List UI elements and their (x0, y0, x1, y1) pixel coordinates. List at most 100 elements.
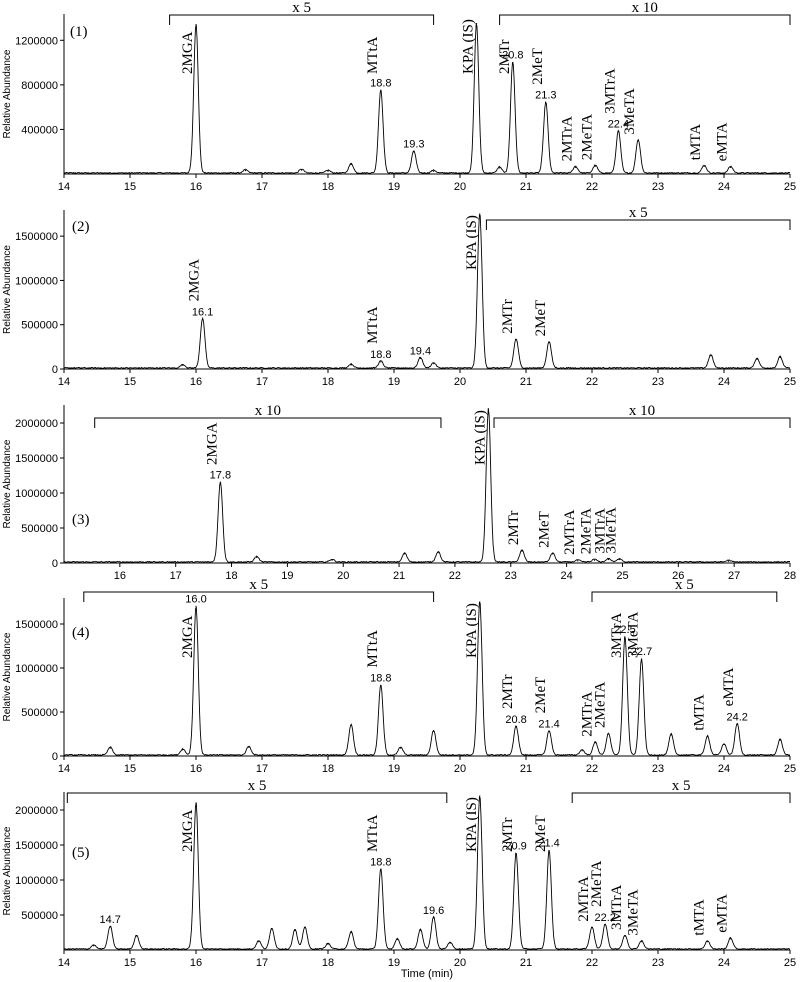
peak-compound-label: eMTA (715, 122, 731, 161)
x-tick-label: 23 (505, 570, 517, 582)
x-tick-label: 17 (256, 763, 268, 775)
peak-compound-label: 2MGA (204, 422, 220, 465)
scale-bracket (571, 792, 791, 803)
peak-point (723, 743, 725, 746)
y-tick-label: 2000000 (15, 418, 58, 430)
peak-compound-label: 2MeTA (579, 114, 595, 160)
x-tick-label: 21 (520, 376, 532, 388)
peak-point (581, 750, 583, 752)
scale-bracket-label: x 5 (629, 205, 648, 221)
peak-point (499, 167, 501, 169)
peak-point (419, 929, 421, 932)
scale-bracket (83, 591, 435, 602)
peak-point (512, 61, 514, 64)
x-tick-label: 25 (616, 570, 628, 582)
peak-compound-label: 2MeT (533, 300, 549, 337)
peak-point (545, 102, 547, 104)
peak-compound-label: 2MTr (500, 674, 516, 708)
peak-point (594, 742, 596, 744)
peak-point (109, 747, 111, 749)
peak-compound-label: KPA (IS) (464, 603, 480, 658)
x-tick-label: 24 (718, 763, 730, 775)
peak-compound-label: 3MeTA (604, 507, 620, 553)
peak-point (256, 556, 258, 559)
scale-bracket-label: x 10 (632, 0, 658, 16)
peak-compound-label: 2MeTA (593, 682, 609, 728)
peak-point (400, 747, 402, 749)
y-tick-label: 500000 (21, 910, 58, 922)
x-axis-label: Time (min) (401, 968, 453, 980)
x-tick-label: 20 (454, 957, 466, 969)
y-tick-label: 400000 (21, 124, 58, 136)
peak-compound-label: 3MeTA (626, 889, 642, 935)
y-tick-label: 500000 (21, 523, 58, 535)
x-tick-label: 19 (281, 570, 293, 582)
peak-point (271, 928, 273, 930)
scale-bracket (499, 14, 791, 25)
peak-point (248, 746, 250, 748)
peak-point (136, 935, 138, 937)
x-tick-label: 24 (718, 376, 730, 388)
peak-compound-label: tMTA (692, 899, 708, 935)
y-tick-label: 1000000 (15, 275, 58, 287)
peak-point (93, 945, 95, 947)
y-tick-label: 500000 (21, 320, 58, 332)
peak-value-label: 22.5 (614, 624, 635, 636)
x-tick-label: 14 (58, 957, 70, 969)
scale-bracket-label: x 10 (255, 403, 281, 419)
x-tick-label: 18 (322, 957, 334, 969)
peak-compound-label: MTtA (365, 630, 381, 668)
peak-point (604, 924, 606, 926)
peak-value-label: 18.8 (370, 857, 391, 869)
peak-compound-label: 2MTr (497, 40, 513, 74)
peak-point (380, 868, 382, 871)
x-tick-label: 18 (322, 376, 334, 388)
x-tick-label: 16 (114, 570, 126, 582)
scale-bracket (485, 219, 791, 230)
peak-compound-label: 2MTrA (562, 509, 578, 554)
peak-point (304, 927, 306, 929)
x-tick-label: 22 (586, 957, 598, 969)
x-tick-label: 21 (393, 570, 405, 582)
peak-point (350, 163, 352, 166)
peak-point (195, 24, 197, 26)
peak-value-label: 20.9 (505, 840, 526, 852)
peak-point (380, 361, 382, 363)
peak-point (413, 151, 415, 153)
x-tick-label: 18 (322, 181, 334, 193)
peak-point (548, 341, 550, 344)
chromatogram-trace (63, 214, 791, 370)
peak-point (703, 165, 705, 167)
y-tick-label: 1500000 (15, 619, 58, 631)
chromatogram-trace (63, 795, 791, 951)
x-tick-label: 20 (454, 181, 466, 193)
x-tick-label: 14 (58, 181, 70, 193)
x-tick-label: 21 (520, 181, 532, 193)
peak-point (736, 723, 738, 725)
peak-compound-label: eMTA (715, 894, 731, 933)
x-tick-label: 15 (124, 957, 136, 969)
x-tick-label: 28 (784, 570, 796, 582)
peak-point (479, 795, 481, 797)
peak-point (617, 131, 620, 133)
x-tick-label: 14 (58, 763, 70, 775)
peak-point (109, 926, 111, 928)
scale-bracket (94, 417, 442, 428)
peak-point (730, 166, 732, 168)
peak-point (607, 733, 610, 735)
x-tick-label: 25 (784, 957, 796, 969)
peak-value-label: 20.8 (502, 50, 523, 62)
x-tick-label: 17 (256, 957, 268, 969)
peak-compound-label: 2MGA (180, 809, 196, 852)
peak-value-label: 22.4 (608, 119, 629, 131)
y-tick-label: 0 (52, 751, 58, 763)
peak-value-label: 16.1 (192, 306, 213, 318)
peak-compound-label: 2MeT (530, 48, 546, 85)
peak-point (182, 364, 184, 367)
peak-compound-label: 2MTrA (560, 116, 576, 161)
y-tick-label: 1200000 (15, 35, 58, 47)
peak-point (624, 636, 626, 638)
x-tick-label: 15 (124, 376, 136, 388)
peak-point (727, 560, 730, 562)
peak-value-label: 22.2 (594, 912, 615, 924)
